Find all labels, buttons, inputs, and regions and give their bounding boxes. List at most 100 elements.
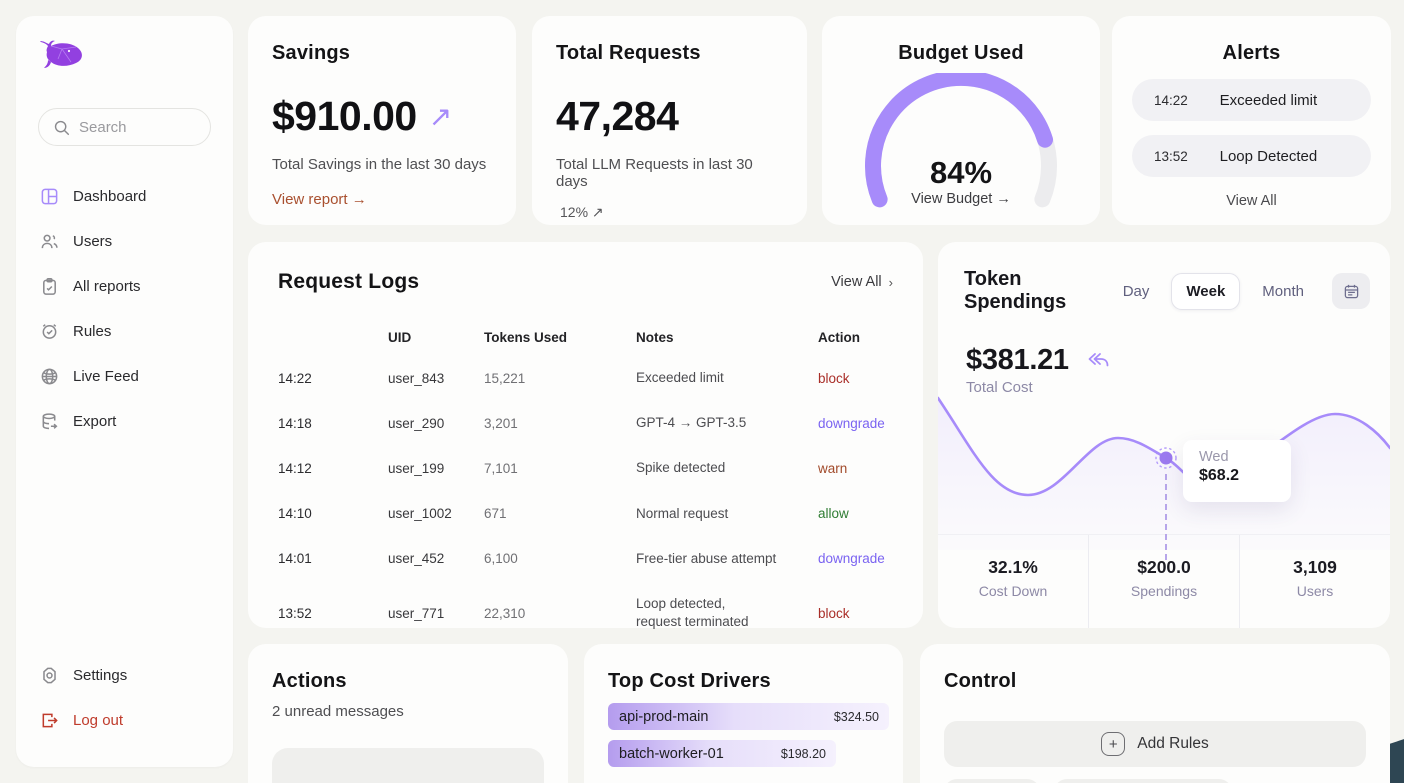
table-row[interactable]: 14:22 user_843 15,221 Exceeded limit blo…	[278, 360, 893, 396]
requests-delta: 12% ↗	[560, 204, 604, 220]
whale-logo-icon	[40, 40, 82, 68]
chart-marker-line	[1165, 474, 1167, 560]
log-tokens: 22,310	[484, 605, 526, 621]
log-note: Loop detected, request terminated	[636, 596, 749, 630]
search-icon	[54, 120, 70, 135]
alerts-title: Alerts	[1222, 42, 1281, 64]
sidebar-item-live-feed[interactable]: Live Feed	[38, 354, 211, 399]
sidebar-item-label: Export	[73, 413, 117, 430]
savings-card: Savings $910.00 ↗ Total Savings in the l…	[248, 16, 516, 225]
log-tokens: 671	[484, 506, 507, 522]
actions-message-placeholder[interactable]	[272, 748, 544, 783]
sidebar-item-logout[interactable]: Log out	[38, 698, 211, 743]
view-budget-link[interactable]: View Budget →	[911, 191, 1011, 207]
stat-value: $200.0	[1137, 557, 1191, 577]
control-pill-button[interactable]	[944, 779, 1040, 783]
sidebar-spacer	[38, 444, 211, 653]
budget-title: Budget Used	[898, 42, 1024, 64]
stat-cost-down: 32.1% Cost Down	[938, 535, 1088, 628]
trend-up-icon: ↗	[428, 101, 452, 132]
sidebar-item-export[interactable]: Export	[38, 399, 211, 444]
sidebar-item-label: Rules	[73, 323, 112, 340]
log-uid: user_771	[388, 605, 445, 621]
log-action: warn	[818, 461, 848, 477]
table-row[interactable]: 14:01 user_452 6,100 Free-tier abuse att…	[278, 541, 893, 577]
sidebar-item-dashboard[interactable]: Dashboard	[38, 174, 211, 219]
driver-name: batch-worker-01	[619, 745, 724, 762]
alert-item[interactable]: 13:52 Loop Detected	[1132, 135, 1371, 177]
sidebar-item-users[interactable]: Users	[38, 219, 211, 264]
database-export-icon	[42, 413, 58, 430]
log-action: allow	[818, 506, 849, 522]
dashboard-icon	[41, 188, 58, 205]
stat-value: 3,109	[1293, 557, 1337, 577]
token-spendings-title: Token Spendings	[964, 268, 1067, 313]
alerts-card: Alerts 14:22 Exceeded limit 13:52 Loop D…	[1112, 16, 1391, 225]
tab-month[interactable]: Month	[1262, 282, 1304, 300]
undo-icon[interactable]	[1085, 351, 1111, 371]
alert-label: Exceeded limit	[1219, 91, 1318, 109]
savings-title: Savings	[272, 42, 351, 64]
log-action: block	[818, 605, 850, 621]
search-field[interactable]	[79, 118, 189, 136]
table-row[interactable]: 13:52 user_771 22,310 Loop detected, req…	[278, 586, 893, 640]
cost-driver-bar[interactable]: batch-worker-01 $198.20	[608, 740, 836, 767]
savings-value: $910.00 ↗	[272, 93, 492, 140]
driver-value: $198.20	[780, 746, 826, 761]
logout-icon	[42, 713, 58, 728]
col-header-notes: Notes	[636, 330, 674, 345]
table-row[interactable]: 14:18 user_290 3,201 GPT-4 → GPT-3.5 dow…	[278, 405, 893, 441]
stat-label: Cost Down	[978, 583, 1048, 599]
driver-name: api-prod-main	[619, 708, 709, 725]
logs-view-all-label: View All	[831, 274, 882, 290]
sidebar-item-label: All reports	[73, 278, 141, 295]
total-requests-card: Total Requests 47,284 Total LLM Requests…	[532, 16, 807, 225]
alerts-view-all-link[interactable]: View All	[1226, 193, 1277, 209]
add-rules-button[interactable]: + Add Rules	[944, 721, 1366, 767]
sidebar-item-label: Dashboard	[73, 188, 147, 205]
table-row[interactable]: 14:10 user_1002 671 Normal request allow	[278, 496, 893, 532]
globe-icon	[41, 368, 58, 385]
tab-day[interactable]: Day	[1122, 282, 1150, 300]
savings-subtitle: Total Savings in the last 30 days	[272, 156, 487, 173]
log-uid: user_843	[388, 370, 445, 386]
total-cost-value: $381.21	[966, 344, 1069, 376]
log-note: Exceeded limit	[636, 370, 724, 385]
stat-label: Users	[1296, 583, 1334, 599]
tab-week[interactable]: Week	[1171, 272, 1241, 310]
sidebar-item-rules[interactable]: Rules	[38, 309, 211, 354]
sidebar-item-settings[interactable]: Settings	[38, 653, 211, 698]
alert-time: 14:22	[1154, 92, 1188, 108]
log-uid: user_1002	[388, 506, 452, 522]
log-action: downgrade	[818, 415, 885, 431]
control-title: Control	[944, 670, 1017, 692]
col-header-action: Action	[818, 330, 860, 345]
cost-driver-bar[interactable]: api-prod-main $324.50	[608, 703, 889, 730]
sidebar-item-all-reports[interactable]: All reports	[38, 264, 211, 309]
request-logs-title: Request Logs	[278, 270, 420, 293]
sidebar-item-label: Log out	[73, 712, 124, 729]
gauge-arc	[865, 73, 1057, 208]
table-row[interactable]: 14:12 user_199 7,101 Spike detected warn	[278, 450, 893, 486]
add-rules-label: Add Rules	[1137, 735, 1209, 752]
budget-used-card: Budget Used 84% View Budget →	[822, 16, 1100, 225]
logs-view-all-link[interactable]: View All ›	[831, 274, 893, 290]
view-report-link[interactable]: View report →	[272, 191, 367, 208]
chart-tooltip: Wed $68.2	[1183, 440, 1291, 502]
calendar-button[interactable]	[1332, 273, 1370, 309]
control-pill-button[interactable]	[1054, 779, 1232, 783]
alert-item[interactable]: 14:22 Exceeded limit	[1132, 79, 1371, 121]
alarm-check-icon	[42, 324, 57, 339]
actions-card: Actions 2 unread messages	[248, 644, 568, 783]
spendings-line-chart	[938, 396, 1390, 550]
log-action: downgrade	[818, 551, 885, 567]
top-cost-drivers-title: Top Cost Drivers	[608, 670, 771, 692]
budget-gauge: 84% View Budget →	[846, 73, 1076, 223]
driver-value: $324.50	[833, 709, 879, 724]
search-input[interactable]	[38, 108, 211, 146]
log-time: 13:52	[278, 605, 312, 621]
alert-label: Loop Detected	[1219, 147, 1318, 165]
col-header-tokens: Tokens Used	[484, 330, 568, 345]
log-uid: user_199	[388, 461, 445, 477]
control-card: Control + Add Rules	[920, 644, 1390, 783]
